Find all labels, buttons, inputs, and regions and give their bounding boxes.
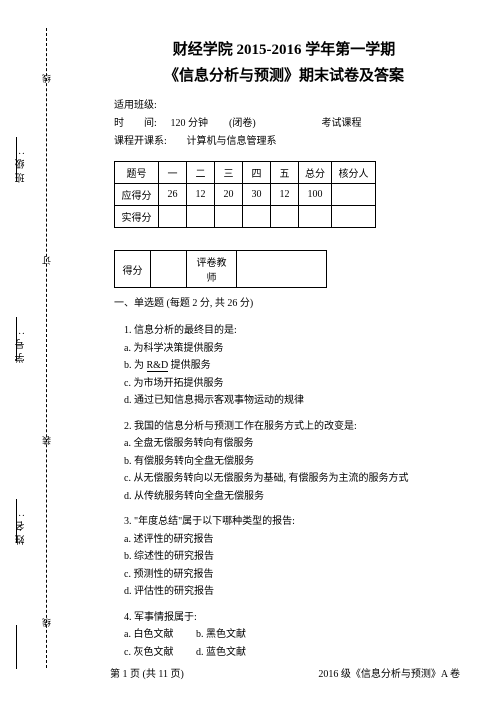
meta-block: 适用班级: 时 间: 120 分钟 (闭卷) 考试课程 课程开课系: 计算机与信… — [114, 97, 474, 151]
table-row: 题号 一 二 三 四 五 总分 核分人 — [115, 162, 376, 184]
gutter-line-bottom — [16, 625, 17, 669]
q3-a: a. 述评性的研究报告 — [124, 532, 474, 548]
gutter-line-class — [16, 137, 17, 181]
q2-a: a. 全盘无偿服务转向有偿服务 — [124, 436, 474, 452]
meta-course-label: 考试课程 — [322, 115, 362, 133]
gutter-line-name — [16, 499, 17, 543]
q1-stem: 1. 信息分析的最终目的是: — [124, 323, 474, 339]
q2-b: b. 有偿服务转向全盘无偿服务 — [124, 454, 474, 470]
r1c4: 30 — [243, 184, 271, 206]
sm-c3: 评卷教师 — [187, 251, 237, 288]
r1c1: 26 — [159, 184, 187, 206]
r2c5 — [271, 206, 299, 228]
binding-dashline — [46, 28, 47, 668]
r2c1 — [159, 206, 187, 228]
q2-c: c. 从无偿服务转向以无偿服务为基础, 有偿服务为主流的服务方式 — [124, 471, 474, 487]
hdr-6: 总分 — [299, 162, 332, 184]
q4-c: c. 灰色文献 — [124, 645, 173, 661]
meta-time-value: 120 分钟 — [171, 115, 227, 133]
title-line-2: 《信息分析与预测》期末试卷及答案 — [94, 64, 474, 90]
section-1-heading: 一、单选题 (每题 2 分, 共 26 分) — [114, 294, 474, 309]
hdr-0: 题号 — [115, 162, 159, 184]
sm-c4 — [237, 251, 327, 288]
q1-c: c. 为市场开拓提供服务 — [124, 376, 474, 392]
q1-a: a. 为科学决策提供服务 — [124, 341, 474, 357]
r1c7 — [332, 184, 376, 206]
hdr-4: 四 — [243, 162, 271, 184]
page-footer: 第 1 页 (共 11 页) 2016 级《信息分析与预测》A 卷 — [110, 665, 470, 680]
q1-b: b. 为 R&D 提供服务 — [124, 358, 474, 374]
q2-d: d. 从传统服务转向全盘无偿服务 — [124, 489, 474, 505]
r2c3 — [215, 206, 243, 228]
footer-right: 2016 级《信息分析与预测》A 卷 — [318, 665, 460, 680]
meta-closed: (闭卷) — [229, 115, 319, 133]
table-row: 得分 评卷教师 — [115, 251, 327, 288]
q2-stem: 2. 我国的信息分析与预测工作在服务方式上的改变是: — [124, 419, 474, 435]
r2c4 — [243, 206, 271, 228]
r1c6: 100 — [299, 184, 332, 206]
q4-a: a. 白色文献 — [124, 627, 173, 643]
q3-c: c. 预测性的研究报告 — [124, 567, 474, 583]
page-content: 财经学院 2015-2016 学年第一学期 《信息分析与预测》期末试卷及答案 适… — [54, 38, 474, 660]
questions-block: 1. 信息分析的最终目的是: a. 为科学决策提供服务 b. 为 R&D 提供服… — [124, 323, 474, 660]
binding-char-2: 订 — [40, 256, 53, 265]
q1-d: d. 通过已知信息揭示客观事物运动的规律 — [124, 393, 474, 409]
r2c7 — [332, 206, 376, 228]
r1c0: 应得分 — [115, 184, 159, 206]
meta-dept-label: 课程开课系: — [114, 133, 184, 151]
q4-stem: 4. 军事情报属于: — [124, 610, 474, 626]
r2c2 — [187, 206, 215, 228]
r2c0: 实得分 — [115, 206, 159, 228]
score-mini-table: 得分 评卷教师 — [114, 250, 327, 288]
table-row: 实得分 — [115, 206, 376, 228]
q3-stem: 3. "年度总结"属于以下哪种类型的报告: — [124, 514, 474, 530]
binding-gutter: 线 订 装 线 班级: 学号: 姓名: — [10, 28, 50, 668]
r2c6 — [299, 206, 332, 228]
title-block: 财经学院 2015-2016 学年第一学期 《信息分析与预测》期末试卷及答案 — [94, 38, 474, 89]
r1c2: 12 — [187, 184, 215, 206]
binding-char-1: 线 — [40, 74, 53, 83]
hdr-7: 核分人 — [332, 162, 376, 184]
hdr-5: 五 — [271, 162, 299, 184]
meta-dept-value: 计算机与信息管理系 — [187, 133, 277, 151]
title-line-1: 财经学院 2015-2016 学年第一学期 — [94, 38, 474, 64]
sm-c1: 得分 — [115, 251, 151, 288]
hdr-1: 一 — [159, 162, 187, 184]
table-row: 应得分 26 12 20 30 12 100 — [115, 184, 376, 206]
q3-d: d. 评估性的研究报告 — [124, 584, 474, 600]
meta-class-label: 适用班级: — [114, 97, 157, 115]
q4-d: d. 蓝色文献 — [196, 645, 246, 661]
hdr-3: 三 — [215, 162, 243, 184]
meta-time-label: 时 间: — [114, 115, 168, 133]
binding-char-4: 线 — [40, 618, 53, 627]
footer-left: 第 1 页 (共 11 页) — [110, 669, 184, 680]
hdr-2: 二 — [187, 162, 215, 184]
sm-c2 — [151, 251, 187, 288]
gutter-line-id — [16, 317, 17, 361]
r1c3: 20 — [215, 184, 243, 206]
r1c5: 12 — [271, 184, 299, 206]
binding-char-3: 装 — [40, 436, 53, 445]
q4-b: b. 黑色文献 — [196, 627, 246, 643]
q3-b: b. 综述性的研究报告 — [124, 549, 474, 565]
score-table: 题号 一 二 三 四 五 总分 核分人 应得分 26 12 20 30 12 1… — [114, 161, 376, 228]
